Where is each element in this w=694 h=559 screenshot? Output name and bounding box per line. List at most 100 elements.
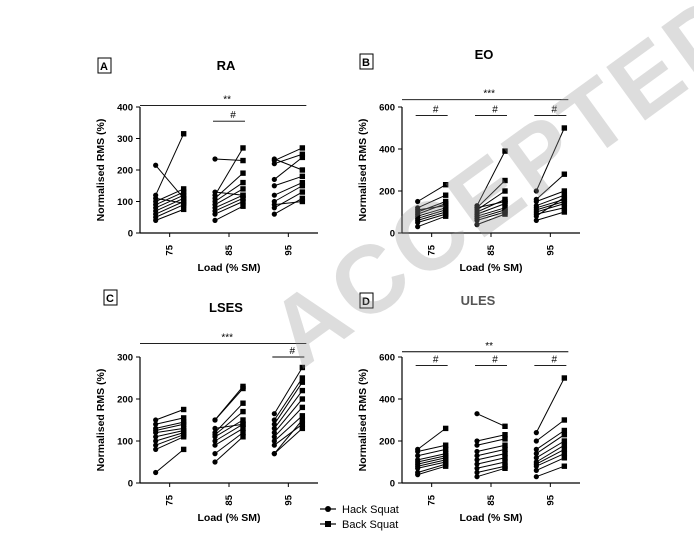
subject-line [417,448,446,457]
back-squat-point [442,425,449,432]
chart-title: ULES [461,293,496,308]
subject-line [155,423,184,431]
subject-line [214,201,244,215]
y-tick-label: 200 [117,395,133,406]
y-tick-label: 600 [379,353,395,364]
subject-line [417,203,446,215]
hack-squat-point [474,448,480,455]
subject-line [155,434,184,446]
subject-line [417,453,446,461]
panel-label: B [362,57,370,69]
subject-line [417,184,446,202]
subject-line [476,213,506,226]
subject-line [417,457,446,465]
x-tick-label: 95 [283,244,294,255]
significance-label: ** [485,341,493,352]
back-squat-point [240,385,246,392]
back-squat-point [561,188,568,194]
subject-line [214,191,244,196]
subject-line [274,201,303,206]
hack-squat-point [415,198,421,205]
hack-squat-point [153,421,159,427]
subject-line [476,201,506,209]
y-tick-label: 200 [379,437,395,448]
x-tick-label: 75 [427,244,438,255]
back-squat-point [442,192,449,198]
hack-squat-point [533,467,539,473]
subject-line [476,467,506,478]
back-squat-point [240,192,246,198]
subject-line [536,211,565,221]
subject-line [274,197,303,215]
hack-squat-point [153,430,159,436]
subject-line [536,457,565,471]
subject-line [476,461,506,469]
subject-line [214,419,244,438]
subject-line [214,197,244,212]
back-squat-point [442,182,449,188]
subject-line [214,388,244,421]
legend: Hack Squat Back Squat [320,504,399,531]
back-squat-point [180,421,187,427]
subject-line [274,147,303,162]
hack-squat-point [474,411,480,417]
legend-back-marker [325,521,331,527]
back-squat-point [442,213,449,219]
chart-title: RA [217,58,236,73]
hack-squat-point [212,425,218,431]
back-squat-point [180,189,187,195]
back-squat-point [502,177,508,184]
subject-line [214,158,244,162]
y-tick-label: 600 [379,103,395,114]
subject-line [536,434,565,455]
hack-squat-point [271,176,277,183]
hack-squat-point [271,183,277,189]
hack-squat-point [474,205,480,211]
subject-line [155,436,184,450]
hack-squat-point [271,438,277,444]
subject-line [417,194,446,209]
y-tick-label: 0 [128,479,133,490]
panel-label-box [103,289,118,306]
back-squat-point [299,151,306,157]
back-squat-point [180,415,187,421]
subject-line [476,434,506,442]
subject-line [417,201,446,213]
subject-line [417,209,446,219]
hack-squat-point [153,469,159,476]
subject-line [155,133,185,196]
hack-squat-point [212,438,218,444]
significance-label: # [433,354,439,365]
subject-line [155,197,184,212]
significance-label: # [290,346,296,357]
significance-label: # [230,110,236,121]
significance-label: *** [221,333,233,344]
hack-squat-point [474,469,480,476]
subject-line [273,428,303,454]
x-axis-label: Load (% SM) [460,262,523,274]
back-squat-point [561,427,568,434]
back-squat-point [502,455,508,461]
subject-line [273,415,303,442]
hack-squat-point [212,217,218,223]
subject-line [417,455,446,463]
hack-squat-point [271,425,277,431]
subject-line [155,197,184,204]
subject-line [274,157,303,180]
subject-line [214,172,244,199]
subject-line [536,465,565,478]
back-squat-point [299,425,306,432]
subject-line [536,440,565,459]
hack-squat-point [533,438,539,444]
subject-line [214,411,244,436]
subject-line [274,182,303,196]
back-squat-point [561,171,568,177]
back-squat-point [240,421,246,427]
subject-line [417,207,446,217]
y-tick-label: 300 [117,134,133,145]
back-squat-point [561,194,568,200]
x-tick-label: 75 [165,494,176,505]
hack-squat-point [474,442,480,448]
x-tick-label: 95 [545,244,556,255]
back-squat-point [299,387,306,394]
